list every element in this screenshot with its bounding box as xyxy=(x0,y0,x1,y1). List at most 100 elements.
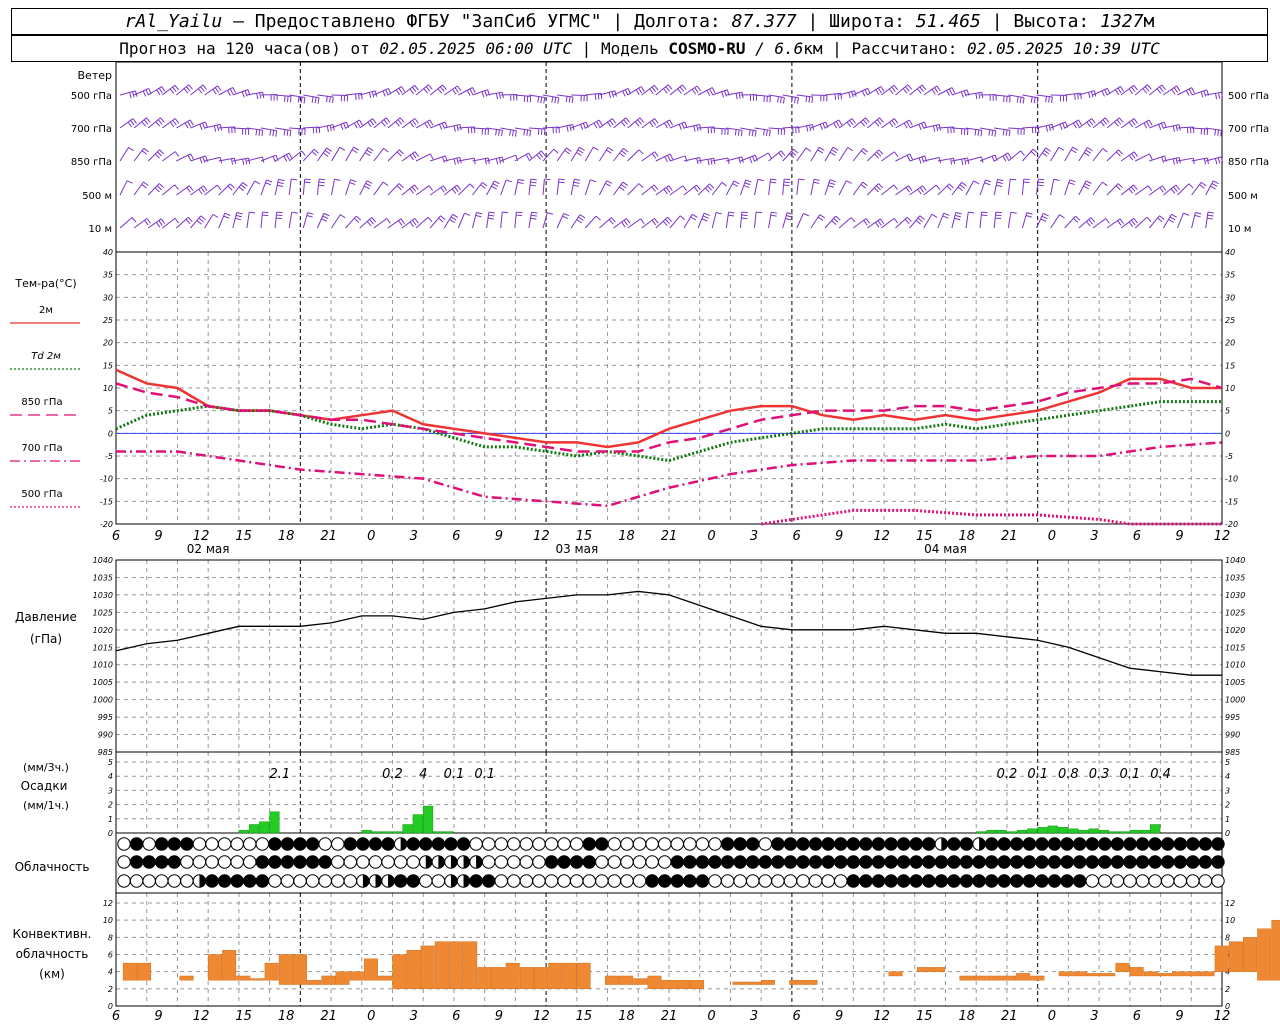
y-tick-right: 1000 xyxy=(1225,696,1245,705)
convective-bar xyxy=(619,975,634,985)
wind-barb-flag xyxy=(132,118,137,124)
convective-bar xyxy=(363,958,378,981)
hour-label: 15 xyxy=(235,529,252,544)
cloud-symbol xyxy=(569,855,584,869)
wind-barb-flag xyxy=(322,152,329,157)
wind-barb-flag xyxy=(1148,119,1153,126)
wind-barb xyxy=(584,179,591,196)
wind-barb-flag xyxy=(1175,158,1178,165)
wind-barb-flag xyxy=(529,130,532,137)
convective-bar xyxy=(222,950,237,981)
pressure-panel: Давление(гПа) xyxy=(15,590,1222,676)
wind-barb-flag xyxy=(748,129,751,136)
wind-barb-flag xyxy=(961,181,967,187)
wind-barb-flag xyxy=(339,214,346,219)
wind-barb xyxy=(260,127,277,132)
wind-barb-flag xyxy=(438,217,444,223)
wind-barb xyxy=(218,157,235,162)
wind-barb xyxy=(937,183,950,196)
cloud-symbol xyxy=(582,837,596,851)
wind-barb-flag xyxy=(679,215,686,221)
wind-barb-flag xyxy=(297,96,300,103)
wind-barb-flag xyxy=(619,152,625,158)
wind-barb-flag xyxy=(933,87,939,93)
convective-bar xyxy=(463,941,478,990)
wind-barb xyxy=(1050,147,1060,162)
wind-barb-flag xyxy=(262,211,269,214)
cloud-symbol xyxy=(947,874,961,888)
wind-barb-flag xyxy=(399,117,405,123)
wind-barb-flag xyxy=(495,129,497,136)
wind-barb-flag xyxy=(766,96,768,103)
convective-title-2: облачность xyxy=(16,947,89,961)
wind-barb-flag xyxy=(607,147,614,152)
wind-level-label-left: 10 м xyxy=(89,224,112,235)
y-tick-right: 1010 xyxy=(1225,661,1245,670)
wind-barb-flag xyxy=(216,184,222,191)
wind-barb-flag xyxy=(598,119,603,126)
wind-barb-flag xyxy=(1130,86,1136,93)
convective-bar xyxy=(576,962,591,990)
wind-barb-flag xyxy=(879,117,884,123)
wind-barb-flag xyxy=(1207,211,1214,214)
wind-barb-flag xyxy=(158,183,164,189)
wind-barb-flag xyxy=(368,92,372,99)
cloud-symbol xyxy=(670,837,684,851)
wind-barb xyxy=(1007,150,1021,162)
wind-barb-flag xyxy=(1117,220,1122,226)
cloud-symbol xyxy=(909,874,923,888)
hour-label: 21 xyxy=(320,1009,337,1024)
wind-barb-flag xyxy=(200,187,205,193)
wind-barb-flag xyxy=(915,219,921,225)
wind-barb-flag xyxy=(146,117,151,123)
wind-barb-flag xyxy=(1131,120,1136,126)
wind-barb-flag xyxy=(669,153,674,160)
wind-barb-flag xyxy=(480,184,486,189)
wind-barb-flag xyxy=(696,184,701,191)
cloud-symbol xyxy=(720,874,735,888)
wind-barb-flag xyxy=(440,215,446,221)
wind-barb-flag xyxy=(651,153,657,159)
wind-barb-flag xyxy=(702,215,709,219)
wind-barb-flag xyxy=(921,123,925,129)
wind-barb xyxy=(768,94,785,99)
cloud-symbol xyxy=(167,874,181,888)
wind-barb-flag xyxy=(502,211,509,214)
wind-barb-flag xyxy=(889,121,894,128)
wind-barb-flag xyxy=(349,182,356,185)
wind-barb-flag xyxy=(1207,214,1214,217)
cloud-symbol xyxy=(1060,855,1074,869)
wind-barb-flag xyxy=(283,155,288,162)
wind-barb-flag xyxy=(1143,122,1148,129)
wind-barb-flag xyxy=(160,218,166,225)
wind-barb-flag xyxy=(829,179,836,183)
wind-barb-flag xyxy=(451,188,457,194)
cloud-symbol xyxy=(1035,837,1049,851)
convective-bar xyxy=(349,971,364,981)
wind-barb-flag xyxy=(846,121,852,128)
wind-barb xyxy=(895,119,910,129)
wind-barb-flag xyxy=(307,212,314,215)
wind-barb-flag xyxy=(1176,85,1181,92)
wind-barb-flag xyxy=(491,185,497,190)
wind-barb-flag xyxy=(530,184,537,187)
wind-barb-flag xyxy=(1104,117,1110,123)
temp-series-line xyxy=(760,508,1222,526)
wind-barb xyxy=(486,91,503,96)
cloud-symbol-half xyxy=(375,874,382,888)
wind-barb xyxy=(598,147,609,162)
wind-barb-flag xyxy=(831,220,837,225)
wind-barb-flag xyxy=(769,96,771,103)
hour-label: 3 xyxy=(750,1009,758,1024)
wind-barb-flag xyxy=(1102,181,1108,187)
cloud-symbol xyxy=(783,855,798,869)
wind-barb-flag xyxy=(975,93,978,100)
wind-barb xyxy=(415,185,430,196)
wind-barb xyxy=(909,121,925,129)
wind-barb xyxy=(331,214,341,229)
y-tick-right: 1005 xyxy=(1225,678,1245,687)
wind-barb xyxy=(951,127,968,130)
wind-barb xyxy=(782,94,799,99)
wind-barb-flag xyxy=(654,151,659,157)
wind-barb xyxy=(1148,215,1160,229)
